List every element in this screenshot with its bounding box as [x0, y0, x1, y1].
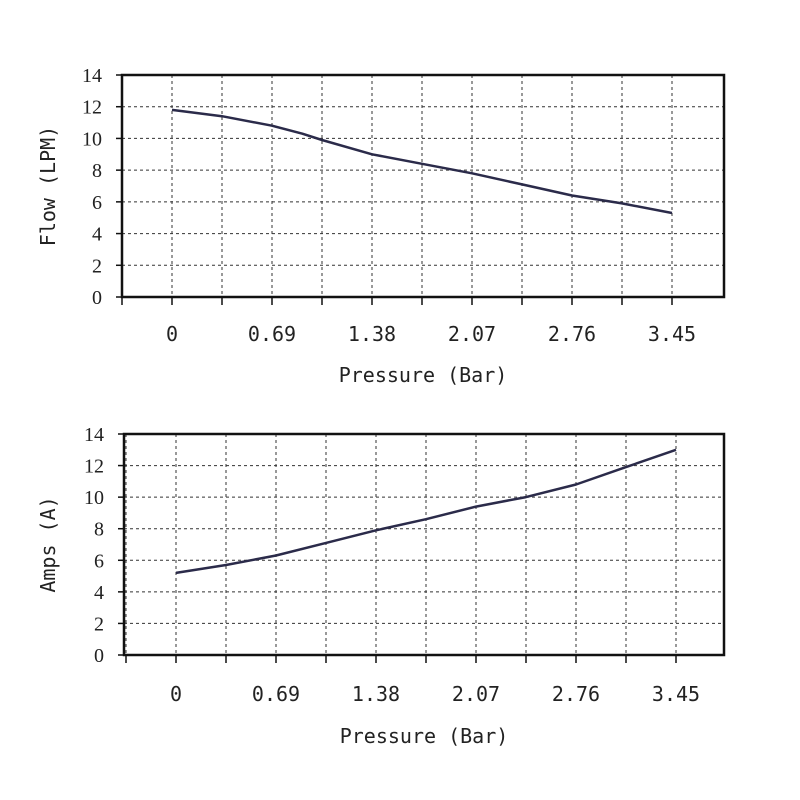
x-tick-label: 2.07 [452, 682, 500, 706]
y-tick-label: 14 [82, 65, 102, 87]
x-tick-label: 1.38 [348, 322, 396, 346]
y-tick-label: 4 [94, 582, 104, 604]
y-tick-label: 10 [82, 128, 102, 150]
x-tick-label: 3.45 [652, 682, 700, 706]
x-tick-label: 3.45 [648, 322, 696, 346]
y-tick-label: 6 [92, 192, 102, 214]
x-tick-label: 0.69 [252, 682, 300, 706]
grid [122, 75, 724, 297]
y-tick-label: 6 [94, 550, 104, 572]
x-tick-label: 2.07 [448, 322, 496, 346]
y-axis-label: Amps (A) [36, 496, 60, 592]
x-axis-label: Pressure (Bar) [340, 724, 509, 748]
x-axis-label: Pressure (Bar) [339, 363, 508, 387]
y-tick-label: 8 [94, 519, 104, 541]
y-axis-label: Flow (LPM) [36, 126, 60, 246]
y-tick-label: 12 [84, 456, 104, 478]
x-tick-label: 2.76 [548, 322, 596, 346]
x-tick-label: 0.69 [248, 322, 296, 346]
chart-1: 0 2 4 6 8 10 12 14 0 0.69 1.38 2.07 2.76 3.45 Pressure… [36, 65, 726, 387]
y-tick-label: 0 [92, 287, 102, 309]
series-line [175, 448, 677, 575]
y-tick-label: 0 [94, 645, 104, 667]
plot-frame [122, 432, 726, 657]
y-tick-label: 2 [92, 255, 102, 277]
y-tick-label: 2 [94, 613, 104, 635]
y-tick-label: 4 [92, 224, 102, 246]
x-tick-label: 1.38 [352, 682, 400, 706]
grid [124, 434, 724, 655]
y-tick-label: 14 [84, 424, 104, 446]
series-line [171, 108, 673, 215]
y-tick-label: 12 [82, 97, 102, 119]
y-tick-label: 10 [84, 487, 104, 509]
plot-frame [120, 73, 726, 299]
x-tick-label: 2.76 [552, 682, 600, 706]
y-tick-label: 8 [92, 160, 102, 182]
x-tick-label: 0 [170, 682, 182, 706]
chart-2: 0 2 4 6 8 10 12 14 0 0.69 1.38 2.07 2.76 3.45 Pressure… [36, 424, 726, 748]
x-tick-label: 0 [166, 322, 178, 346]
